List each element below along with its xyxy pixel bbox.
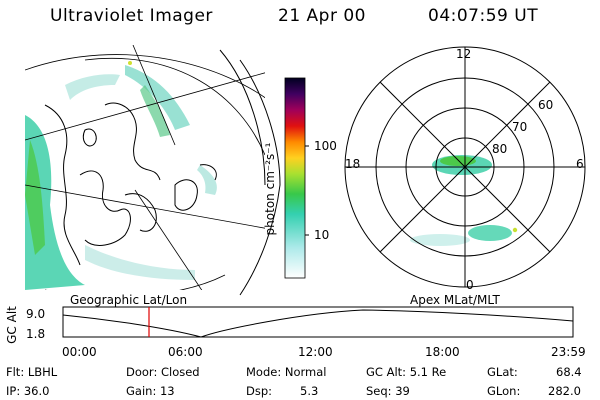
time-tick-0600: 06:00 <box>168 345 203 359</box>
apex-projection-label: Apex MLat/MLT <box>410 293 500 307</box>
observation-time: 04:07:59 UT <box>428 6 539 26</box>
status-mode: Mode: Normal <box>246 365 327 379</box>
aurora-emission <box>25 65 217 290</box>
status-flt: Flt: LBHL <box>6 365 58 379</box>
time-tick-2359: 23:59 <box>551 345 586 359</box>
colorbar <box>284 77 309 279</box>
gc-alt-axis-label: GC Alt <box>5 306 19 344</box>
mlt-label-18: 18 <box>345 157 361 171</box>
aurora-emission-polar <box>410 155 518 246</box>
status-ip: IP: 36.0 <box>6 384 50 398</box>
status-glat-value: 68.4 <box>556 365 582 379</box>
time-tick-1800: 18:00 <box>425 345 460 359</box>
lat-lon-grid <box>25 45 265 290</box>
mlat-label-70: 70 <box>512 120 528 134</box>
mlat-label-60: 60 <box>538 98 554 112</box>
polar-mlt-plot <box>344 46 586 288</box>
colorbar-tick-10: 10 <box>314 228 330 242</box>
status-gain: Gain: 13 <box>126 384 175 398</box>
status-dsp-value: 5.3 <box>300 384 319 398</box>
instrument-title: Ultraviolet Imager <box>50 6 213 26</box>
observation-date: 21 Apr 00 <box>278 6 366 26</box>
mlt-label-12: 12 <box>456 47 472 61</box>
status-glon-label: GLon: <box>487 384 521 398</box>
colorbar-tick-100: 100 <box>314 139 337 153</box>
mlt-label-0: 0 <box>466 278 474 292</box>
gc-alt-tick-high: 9.0 <box>26 307 46 321</box>
status-seq: Seq: 39 <box>366 384 410 398</box>
status-glon-value: 282.0 <box>548 384 581 398</box>
gc-alt-plot <box>62 306 574 338</box>
gc-alt-tick-low: 1.8 <box>26 327 46 341</box>
time-tick-1200: 12:00 <box>298 345 333 359</box>
status-door: Door: Closed <box>126 365 200 379</box>
status-dsp-label: Dsp: <box>246 384 273 398</box>
time-tick-0000: 00:00 <box>62 345 97 359</box>
geographic-map <box>25 45 281 296</box>
mlt-label-6: 6 <box>576 157 584 171</box>
coastlines <box>44 102 217 266</box>
status-gc-alt: GC Alt: 5.1 Re <box>366 365 447 379</box>
colorbar-unit-label: photon cm⁻²s⁻¹ <box>263 142 277 236</box>
geographic-projection-label: Geographic Lat/Lon <box>70 293 188 307</box>
status-glat-label: GLat: <box>487 365 518 379</box>
mlat-label-80: 80 <box>492 142 508 156</box>
